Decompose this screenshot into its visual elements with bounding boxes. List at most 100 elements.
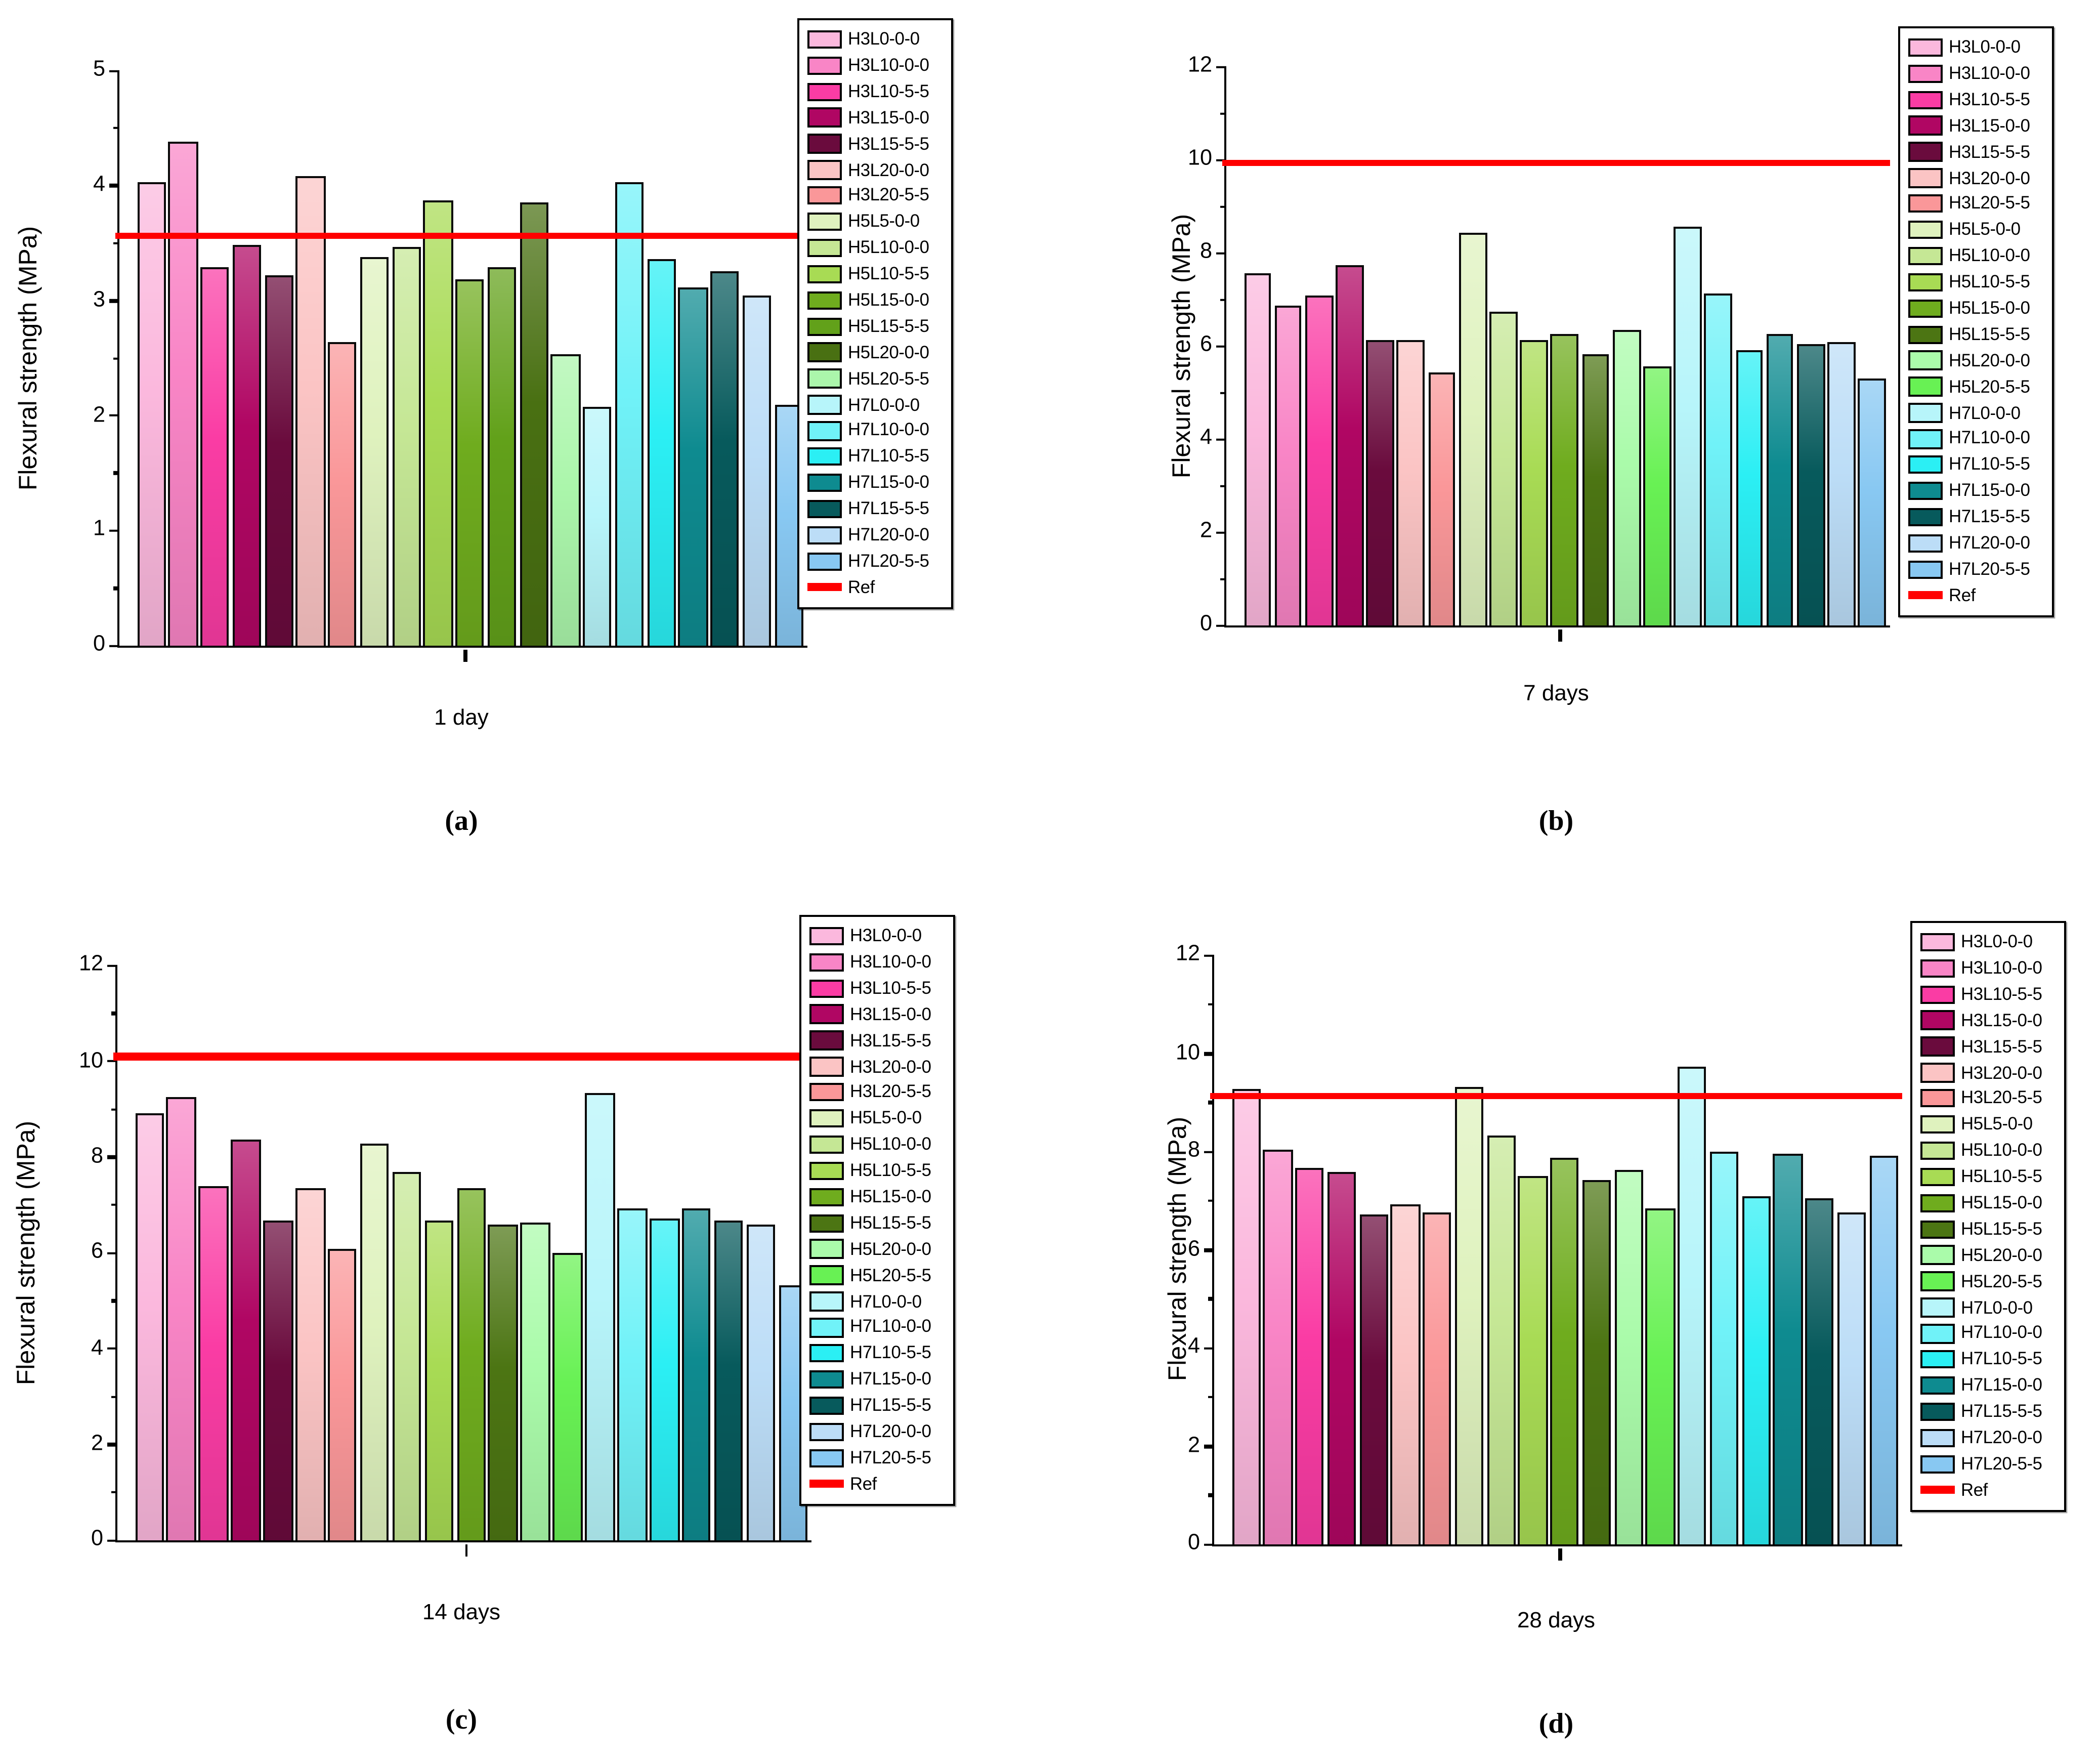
legend-row: H5L10-0-0 [807, 235, 951, 262]
legend-label: H3L0-0-0 [1949, 36, 2021, 57]
legend-row: H5L5-0-0 [807, 209, 951, 235]
bar-H5L10-5-5 [424, 1220, 454, 1540]
legend-row: H3L15-0-0 [1908, 113, 2052, 139]
y-tick-label-12: 12 [1187, 54, 1212, 78]
bar-H3L20-0-0 [1397, 341, 1425, 625]
legend-label: H3L10-5-5 [1961, 983, 2042, 1004]
x-axis-category-label: 7 days [1523, 682, 1589, 706]
ref-line-swatch [809, 1480, 843, 1488]
legend-label: H5L10-5-5 [848, 263, 929, 284]
bar-H3L10-0-0 [1274, 305, 1302, 625]
bar-H3L20-0-0 [1391, 1205, 1420, 1544]
panel-caption-b: (b) [1538, 808, 1574, 838]
bar-H3L10-5-5 [199, 1186, 229, 1540]
y-tick-label-12: 12 [1175, 942, 1200, 967]
panel-caption-a: (a) [445, 808, 478, 838]
bar-H7L10-5-5 [1735, 351, 1764, 625]
y-major-tick-2 [1216, 531, 1226, 534]
bar-H7L15-0-0 [681, 1207, 711, 1540]
legend-label: H5L5-0-0 [1949, 219, 2021, 240]
legend-swatch-H3L15-5-5 [809, 1031, 843, 1050]
legend-row: H5L20-5-5 [807, 365, 951, 392]
bar-H5L10-5-5 [423, 199, 453, 646]
bar-H5L20-5-5 [553, 1253, 583, 1540]
y-tick-label-0: 0 [91, 1527, 103, 1552]
legend-swatch-H7L20-0-0 [807, 525, 841, 545]
y-minor-tick [111, 1012, 117, 1015]
y-axis-title: Flexural strength (MPa) [14, 226, 42, 491]
legend-label: H5L5-0-0 [1961, 1114, 2033, 1135]
bar-H7L10-0-0 [615, 182, 644, 646]
legend-row: H3L10-5-5 [809, 975, 953, 1001]
y-major-tick-4 [107, 1347, 117, 1351]
ref-line-swatch [807, 583, 841, 591]
legend-swatch-H5L10-0-0 [809, 1135, 843, 1155]
legend-row: H7L20-5-5 [1920, 1451, 2064, 1477]
legend-row: H3L10-5-5 [807, 78, 951, 105]
legend-row: H7L15-5-5 [1908, 504, 2052, 530]
legend-label: H7L15-0-0 [850, 1368, 931, 1389]
legend-swatch-H7L15-5-5 [807, 499, 841, 519]
legend-label: H3L10-5-5 [848, 80, 929, 101]
y-minor-tick [111, 1395, 117, 1398]
legend-swatch-H5L15-5-5 [807, 317, 841, 336]
y-tick-label-3: 3 [93, 287, 105, 312]
legend-label: H5L10-0-0 [1949, 245, 2030, 266]
y-major-tick-4 [109, 184, 119, 188]
legend-row-ref: Ref [809, 1471, 953, 1497]
y-tick-label-0: 0 [1187, 1531, 1200, 1556]
legend-swatch-H3L0-0-0 [1908, 38, 1942, 57]
y-major-tick-0 [109, 644, 119, 647]
legend-label: H3L20-0-0 [1949, 167, 2030, 188]
legend-label: H5L20-5-5 [1961, 1270, 2042, 1291]
legend-label: H3L10-0-0 [1961, 957, 2042, 978]
legend-label: H7L0-0-0 [1961, 1296, 2033, 1317]
legend-swatch-H5L10-0-0 [1920, 1141, 1954, 1161]
y-major-tick-6 [1204, 1248, 1214, 1251]
y-axis-title: Flexural strength (MPa) [1164, 1116, 1192, 1381]
legend-swatch-H5L10-0-0 [807, 238, 841, 258]
legend-label: H3L10-0-0 [848, 54, 929, 75]
bar-H5L15-0-0 [1551, 334, 1579, 625]
legend-row: H5L5-0-0 [809, 1106, 953, 1132]
y-tick-label-1: 1 [93, 518, 105, 542]
legend-swatch-H3L20-5-5 [809, 1083, 843, 1102]
legend-row: H7L20-5-5 [807, 548, 951, 574]
legend-swatch-H3L10-0-0 [807, 56, 841, 75]
bar-H7L20-0-0 [1827, 341, 1856, 625]
legend-row: H3L10-0-0 [1920, 955, 2064, 982]
legend-label: H3L20-5-5 [1961, 1087, 2042, 1108]
legend-label: H5L15-5-5 [1949, 323, 2030, 344]
y-minor-tick [1208, 1199, 1214, 1202]
y-tick-label-6: 6 [1187, 1237, 1200, 1262]
legend-swatch-H5L10-5-5 [809, 1161, 843, 1181]
legend-label: H7L15-0-0 [1949, 480, 2030, 500]
y-minor-tick [111, 1203, 117, 1207]
legend-swatch-H5L20-0-0 [809, 1239, 843, 1259]
legend-label: H7L10-0-0 [850, 1316, 931, 1337]
legend-row: H3L15-5-5 [807, 131, 951, 157]
legend-row: H7L10-5-5 [1908, 452, 2052, 478]
legend-label: H5L10-5-5 [1949, 271, 2030, 292]
legend-box-a: H3L0-0-0 H3L10-0-0 H3L10-5-5 H3L15-0-0 H3L15… [797, 18, 953, 609]
legend-swatch-H3L20-0-0 [1920, 1063, 1954, 1082]
y-minor-tick [1208, 1101, 1214, 1104]
legend-row: H3L15-0-0 [809, 1001, 953, 1028]
legend-label: H7L20-5-5 [848, 550, 929, 571]
y-tick-label-6: 6 [1199, 333, 1212, 358]
legend-row: H7L15-5-5 [1920, 1399, 2064, 1425]
legend-box-c: H3L0-0-0 H3L10-0-0 H3L10-5-5 H3L15-0-0 H3L15… [799, 915, 955, 1505]
legend-label: H3L20-0-0 [850, 1056, 931, 1076]
bar-H7L15-0-0 [678, 288, 708, 646]
legend-swatch-H7L10-5-5 [807, 447, 841, 467]
legend-swatch-H7L10-0-0 [807, 421, 841, 440]
y-tick-label-2: 2 [91, 1432, 103, 1456]
bar-H7L20-0-0 [746, 1224, 776, 1540]
legend-swatch-H7L15-0-0 [1920, 1376, 1954, 1396]
legend-row: H5L20-0-0 [1908, 348, 2052, 374]
legend-row: H7L15-0-0 [1908, 478, 2052, 505]
legend-row: H3L10-0-0 [1908, 61, 2052, 87]
legend-row: H5L5-0-0 [1920, 1112, 2064, 1138]
legend-label: H7L20-5-5 [1961, 1453, 2042, 1474]
legend-label: H7L20-0-0 [1961, 1427, 2042, 1448]
